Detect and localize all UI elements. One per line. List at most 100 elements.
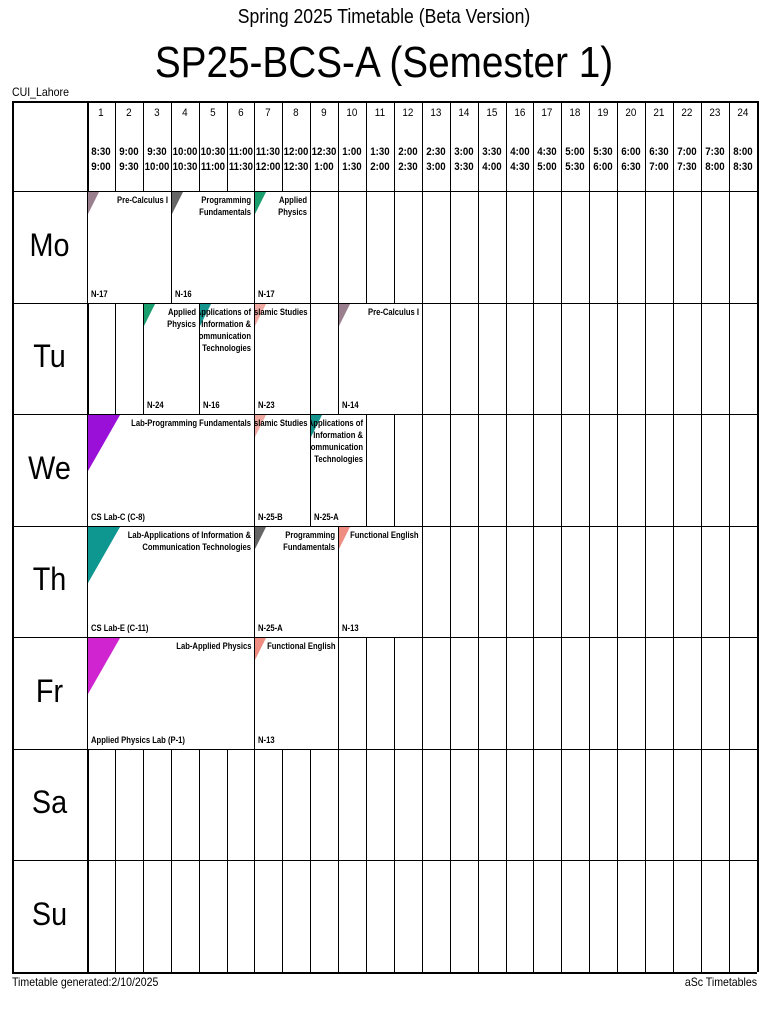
period-start: 11:00 xyxy=(228,146,253,158)
period-start: 5:30 xyxy=(593,146,613,158)
period-start: 3:30 xyxy=(481,146,502,158)
period-number: 12 xyxy=(402,107,414,119)
subject-line: Functional English xyxy=(266,641,336,651)
lesson-room: N-25-A xyxy=(258,623,284,633)
period-start: 10:30 xyxy=(200,146,226,158)
period-end: 1:30 xyxy=(342,161,362,173)
grid-column-line xyxy=(700,101,702,972)
lesson-cell[interactable]: Pre-Calculus I N-14 xyxy=(339,303,422,414)
subject-line: Islamic Studies xyxy=(255,418,308,428)
period-end: 11:30 xyxy=(228,161,253,173)
lesson-subject: Lab-Applications of Information & Communi… xyxy=(128,529,251,553)
subject-line: Fundamentals xyxy=(283,541,336,552)
grid-column-line xyxy=(645,101,646,972)
period-time: 1:30 2:00 xyxy=(368,145,393,175)
lesson-cell[interactable]: Pre-Calculus I N-17 xyxy=(88,192,171,303)
lesson-room: N-13 xyxy=(258,734,275,745)
period-start: 1:30 xyxy=(370,146,390,158)
period-time: 11:30 12:00 xyxy=(256,145,281,175)
grid-column-line xyxy=(421,101,423,972)
period-end: 10:30 xyxy=(172,161,198,173)
lesson-cell[interactable]: Lab-Applications of Information & Communi… xyxy=(88,526,255,637)
period-start: 4:30 xyxy=(537,146,558,158)
grid-row-line xyxy=(12,101,757,103)
period-start: 7:30 xyxy=(705,146,725,158)
subject-line: Communication xyxy=(199,330,252,341)
lesson-cell[interactable]: Islamic Studies N-25-B xyxy=(255,415,311,526)
lesson-cell[interactable]: Functional English N-13 xyxy=(339,526,422,637)
period-number: 2 xyxy=(126,107,132,119)
lesson-cell[interactable]: Programming Fundamentals N-25-A xyxy=(255,526,339,637)
lesson-subject: Islamic Studies xyxy=(255,417,307,429)
lesson-room: Applied Physics Lab (P-1) xyxy=(91,734,185,745)
color-marker xyxy=(88,526,120,583)
subject-line: Lab-Applied Physics xyxy=(176,641,252,651)
color-marker xyxy=(255,638,267,660)
period-start: 2:00 xyxy=(398,146,418,158)
lesson-cell[interactable]: Lab-Programming Fundamentals CS Lab-C (C-… xyxy=(88,415,255,526)
lesson-subject: Lab-Applied Physics xyxy=(176,640,251,652)
color-marker xyxy=(255,415,267,437)
period-start: 12:30 xyxy=(311,146,337,158)
grid-row-line xyxy=(12,860,757,861)
period-end: 7:00 xyxy=(649,161,669,173)
period-end: 2:00 xyxy=(370,161,390,173)
period-time: 3:30 4:00 xyxy=(479,145,504,175)
period-start: 10:00 xyxy=(172,146,198,158)
period-number: 8 xyxy=(293,107,299,119)
day-label-su: Su xyxy=(31,895,68,932)
brand-label: aSc Timetables xyxy=(684,975,757,989)
lesson-cell[interactable]: Functional English N-13 xyxy=(255,638,339,749)
lesson-cell[interactable]: Lab-Applied Physics Applied Physics Lab (… xyxy=(88,638,255,749)
period-end: 4:30 xyxy=(509,161,530,173)
lesson-room: N-23 xyxy=(258,400,275,410)
period-start: 2:30 xyxy=(426,146,446,158)
period-number: 9 xyxy=(321,107,327,119)
period-time: 10:00 10:30 xyxy=(172,145,197,175)
period-start: 3:00 xyxy=(453,146,474,158)
lesson-room: N-17 xyxy=(91,288,108,299)
lesson-subject: Applied Physics xyxy=(278,194,307,218)
grid-column-line xyxy=(477,101,479,972)
subject-line: Fundamentals xyxy=(199,207,252,217)
period-number: 15 xyxy=(486,107,498,119)
period-start: 4:00 xyxy=(509,146,530,158)
period-number: 17 xyxy=(541,107,553,119)
lesson-cell[interactable]: Islamic Studies N-23 xyxy=(255,303,311,414)
period-time: 6:00 6:30 xyxy=(619,145,644,175)
period-time: 2:30 3:00 xyxy=(423,145,448,175)
period-number: 5 xyxy=(209,107,216,119)
subject-line: Physics xyxy=(166,318,196,329)
period-end: 5:30 xyxy=(565,161,585,173)
color-marker xyxy=(255,526,267,549)
period-time: 11:00 11:30 xyxy=(228,145,253,175)
grid-row-line xyxy=(12,637,757,638)
page-title: SP25-BCS-A (Semester 1) xyxy=(154,38,614,87)
subject-line: Applications of xyxy=(199,306,252,317)
period-end: 12:00 xyxy=(256,161,281,173)
period-start: 5:00 xyxy=(565,146,585,158)
period-end: 3:30 xyxy=(453,161,474,173)
grid-column-line xyxy=(254,101,256,972)
subject-line: Lab-Applications of Information & xyxy=(128,529,252,540)
lesson-room: N-16 xyxy=(202,400,220,410)
period-time: 10:30 11:00 xyxy=(200,145,225,175)
grid-column-line xyxy=(338,101,340,972)
lesson-room: N-17 xyxy=(258,288,275,299)
period-number: 13 xyxy=(430,107,442,119)
period-start: 9:00 xyxy=(119,146,139,158)
period-end: 8:00 xyxy=(705,161,725,173)
lesson-room: N-24 xyxy=(146,400,164,410)
lesson-cell[interactable]: Applied Physics N-17 xyxy=(255,192,311,303)
lesson-cell[interactable]: Programming Fundamentals N-16 xyxy=(171,192,255,303)
lesson-subject: Islamic Studies xyxy=(255,306,307,318)
period-time: 9:00 9:30 xyxy=(117,145,142,175)
period-start: 11:30 xyxy=(256,146,281,158)
lesson-cell[interactable]: Applied Physics N-24 xyxy=(143,303,199,414)
grid-column-line xyxy=(449,101,451,972)
day-label-fr: Fr xyxy=(35,672,64,709)
